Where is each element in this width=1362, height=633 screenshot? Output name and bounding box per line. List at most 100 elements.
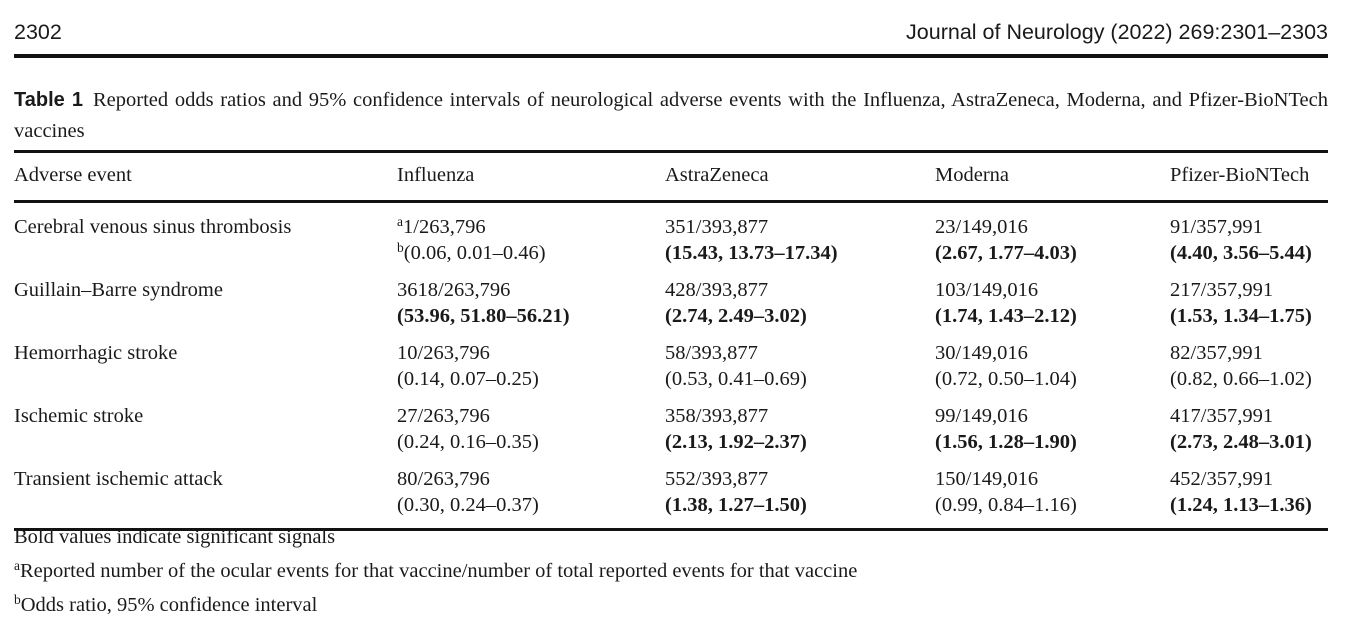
journal-citation: Journal of Neurology (2022) 269:2301–230…	[906, 20, 1328, 44]
odds-ratio-line: (15.43, 13.73–17.34)	[665, 240, 935, 266]
odds-ratio-line-text: (0.82, 0.66–1.02)	[1170, 368, 1312, 390]
counts-line-text: 103/149,016	[935, 279, 1039, 301]
data-cell: 30/149,016 (0.72, 0.50–1.04)	[935, 329, 1170, 392]
odds-ratio-line: (0.53, 0.41–0.69)	[665, 366, 935, 392]
table-row: Guillain–Barre syndrome 3618/263,796 (53.9…	[14, 266, 1328, 329]
data-cell: 428/393,877 (2.74, 2.49–3.02)	[665, 266, 935, 329]
counts-line-text: 358/393,877	[665, 405, 769, 427]
counts-line: 417/357,991	[1170, 403, 1328, 429]
caption-text: Reported odds ratios and 95% confidence …	[14, 89, 1328, 142]
counts-line: 82/357,991	[1170, 340, 1328, 366]
data-cell: 358/393,877 (2.13, 1.92–2.37)	[665, 392, 935, 455]
odds-ratio-line-text: (4.40, 3.56–5.44)	[1170, 242, 1312, 264]
data-cell: 417/357,991 (2.73, 2.48–3.01)	[1170, 392, 1328, 455]
column-header-moderna: Moderna	[935, 151, 1170, 203]
odds-ratio-line-text: (15.43, 13.73–17.34)	[665, 242, 838, 264]
footnote-marker-b: b	[397, 240, 404, 255]
odds-ratio-line: (4.40, 3.56–5.44)	[1170, 240, 1328, 266]
counts-line-text: 27/263,796	[397, 405, 490, 427]
odds-ratio-line: (0.30, 0.24–0.37)	[397, 492, 665, 518]
table-row: Cerebral venous sinus thrombosis a1/263,7…	[14, 202, 1328, 267]
counts-line-text: 10/263,796	[397, 342, 490, 364]
odds-ratio-line: (0.99, 0.84–1.16)	[935, 492, 1170, 518]
data-cell: 58/393,877 (0.53, 0.41–0.69)	[665, 329, 935, 392]
footnote-marker-b: b	[14, 592, 21, 607]
counts-line: 58/393,877	[665, 340, 935, 366]
data-cell: 452/357,991 (1.24, 1.13–1.36)	[1170, 455, 1328, 530]
running-header: 2302 Journal of Neurology (2022) 269:230…	[14, 0, 1328, 58]
counts-line-text: 1/263,796	[403, 216, 486, 238]
footnote: aReported number of the ocular events fo…	[14, 558, 1328, 585]
counts-line-text: 351/393,877	[665, 216, 769, 238]
odds-ratio-line-text: (0.72, 0.50–1.04)	[935, 368, 1077, 390]
data-cell: 351/393,877 (15.43, 13.73–17.34)	[665, 202, 935, 267]
footnote-text: Odds ratio, 95% confidence interval	[20, 594, 318, 616]
page-number: 2302	[14, 20, 62, 44]
counts-line-text: 23/149,016	[935, 216, 1028, 238]
event-name-cell: Guillain–Barre syndrome	[14, 279, 223, 301]
counts-line-text: 552/393,877	[665, 468, 769, 490]
data-cell: 80/263,796 (0.30, 0.24–0.37)	[397, 455, 665, 530]
odds-ratio-line: (0.14, 0.07–0.25)	[397, 366, 665, 392]
counts-line: 452/357,991	[1170, 466, 1328, 492]
adverse-events-table: Adverse event Influenza AstraZeneca Moderna…	[14, 150, 1328, 531]
data-cell: a1/263,796 b(0.06, 0.01–0.46)	[397, 202, 665, 267]
odds-ratio-line-text: (0.53, 0.41–0.69)	[665, 368, 807, 390]
odds-ratio-line: (1.38, 1.27–1.50)	[665, 492, 935, 518]
odds-ratio-line: (1.24, 1.13–1.36)	[1170, 492, 1328, 518]
counts-line-text: 99/149,016	[935, 405, 1028, 427]
table-caption: Table 1 Reported odds ratios and 95% conf…	[14, 85, 1328, 147]
counts-line-text: 82/357,991	[1170, 342, 1263, 364]
table-header: Adverse event Influenza AstraZeneca Moderna…	[14, 151, 1328, 203]
footnote-text: Reported number of the ocular events for…	[20, 560, 858, 582]
odds-ratio-line-text: (2.74, 2.49–3.02)	[665, 305, 807, 327]
odds-ratio-line-text: (53.96, 51.80–56.21)	[397, 305, 570, 327]
odds-ratio-line: b(0.06, 0.01–0.46)	[397, 240, 665, 266]
odds-ratio-line: (2.67, 1.77–4.03)	[935, 240, 1170, 266]
odds-ratio-line-text: (1.38, 1.27–1.50)	[665, 494, 807, 516]
counts-line: 99/149,016	[935, 403, 1170, 429]
table-footnotes: Bold values indicate significant signals…	[14, 524, 1328, 626]
odds-ratio-line: (53.96, 51.80–56.21)	[397, 303, 665, 329]
table-header-row: Adverse event Influenza AstraZeneca Moderna…	[14, 151, 1328, 203]
data-cell: 27/263,796 (0.24, 0.16–0.35)	[397, 392, 665, 455]
counts-line: a1/263,796	[397, 214, 665, 240]
data-cell: 150/149,016 (0.99, 0.84–1.16)	[935, 455, 1170, 530]
column-header-astrazeneca: AstraZeneca	[665, 151, 935, 203]
event-name-cell: Hemorrhagic stroke	[14, 342, 178, 364]
caption-label: Table 1	[14, 89, 83, 111]
counts-line: 10/263,796	[397, 340, 665, 366]
counts-line-text: 452/357,991	[1170, 468, 1274, 490]
table-row: Hemorrhagic stroke 10/263,796 (0.14, 0.07–…	[14, 329, 1328, 392]
table-row: Ischemic stroke 27/263,796 (0.24, 0.16–0.3…	[14, 392, 1328, 455]
event-name-cell: Transient ischemic attack	[14, 468, 223, 490]
data-cell: 23/149,016 (2.67, 1.77–4.03)	[935, 202, 1170, 267]
table-body: Cerebral venous sinus thrombosis a1/263,7…	[14, 202, 1328, 530]
data-cell: 99/149,016 (1.56, 1.28–1.90)	[935, 392, 1170, 455]
odds-ratio-line-text: (2.73, 2.48–3.01)	[1170, 431, 1312, 453]
footnote: Bold values indicate significant signals	[14, 524, 1328, 551]
counts-line: 217/357,991	[1170, 277, 1328, 303]
counts-line: 80/263,796	[397, 466, 665, 492]
counts-line: 3618/263,796	[397, 277, 665, 303]
odds-ratio-line: (2.73, 2.48–3.01)	[1170, 429, 1328, 455]
odds-ratio-line-text: (2.13, 1.92–2.37)	[665, 431, 807, 453]
counts-line-text: 91/357,991	[1170, 216, 1263, 238]
footnote-text: Bold values indicate significant signals	[14, 526, 336, 548]
odds-ratio-line-text: (0.24, 0.16–0.35)	[397, 431, 539, 453]
odds-ratio-line-text: (1.24, 1.13–1.36)	[1170, 494, 1312, 516]
data-cell: 10/263,796 (0.14, 0.07–0.25)	[397, 329, 665, 392]
odds-ratio-line: (1.74, 1.43–2.12)	[935, 303, 1170, 329]
column-header-adverse-event: Adverse event	[14, 151, 397, 203]
odds-ratio-line-text: (1.53, 1.34–1.75)	[1170, 305, 1312, 327]
counts-line: 23/149,016	[935, 214, 1170, 240]
odds-ratio-line-text: (0.30, 0.24–0.37)	[397, 494, 539, 516]
counts-line: 91/357,991	[1170, 214, 1328, 240]
footnote-marker-a: a	[397, 214, 403, 229]
counts-line-text: 30/149,016	[935, 342, 1028, 364]
event-name-cell: Ischemic stroke	[14, 405, 144, 427]
column-header-pfizer-biontech: Pfizer-BioNTech	[1170, 151, 1328, 203]
data-cell: 217/357,991 (1.53, 1.34–1.75)	[1170, 266, 1328, 329]
odds-ratio-line: (1.53, 1.34–1.75)	[1170, 303, 1328, 329]
counts-line-text: 217/357,991	[1170, 279, 1274, 301]
